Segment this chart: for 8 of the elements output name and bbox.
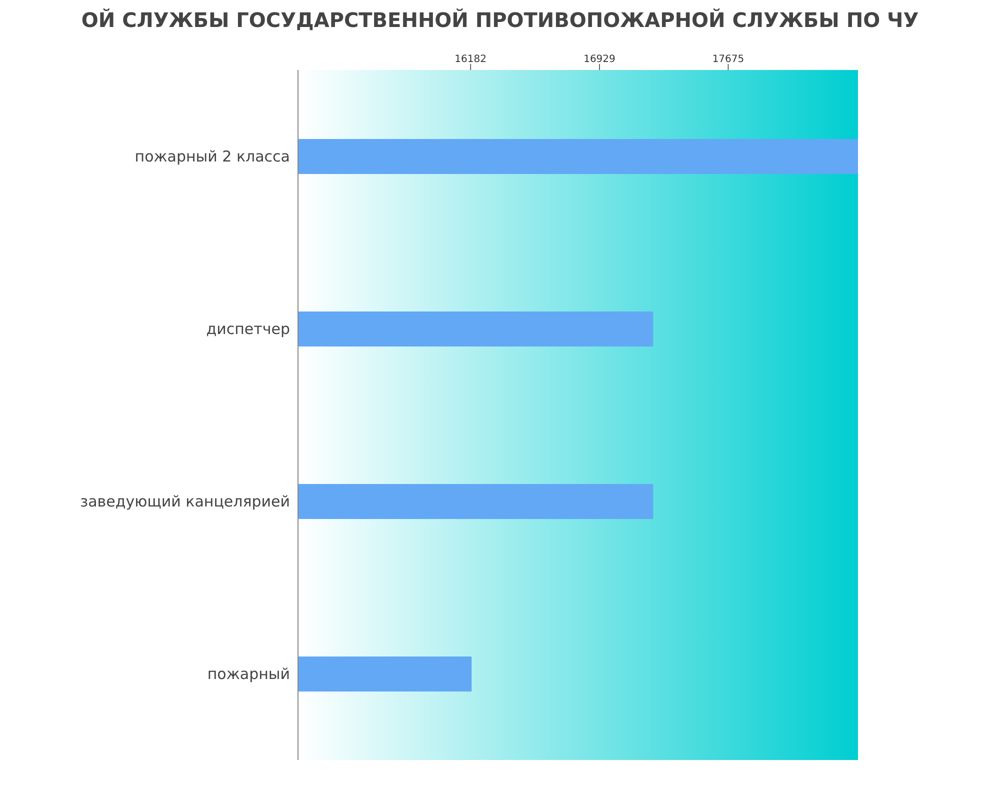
- chart-title: ОЙ СЛУЖБЫ ГОСУДАРСТВЕННОЙ ПРОТИВОПОЖАРНОЙ СЛУЖБЫ ПО ЧУ: [80, 8, 920, 32]
- y-tick-label: пожарный 2 класса: [134, 148, 290, 166]
- x-tick-label: 16182: [454, 54, 486, 65]
- y-tick-label: пожарный: [207, 665, 290, 684]
- x-tick-label: 17675: [712, 54, 744, 65]
- y-tick-label: диспетчер: [206, 320, 290, 338]
- y-tick-label: заведующий канцелярией: [80, 492, 290, 511]
- x-tick-label: 16929: [584, 54, 616, 65]
